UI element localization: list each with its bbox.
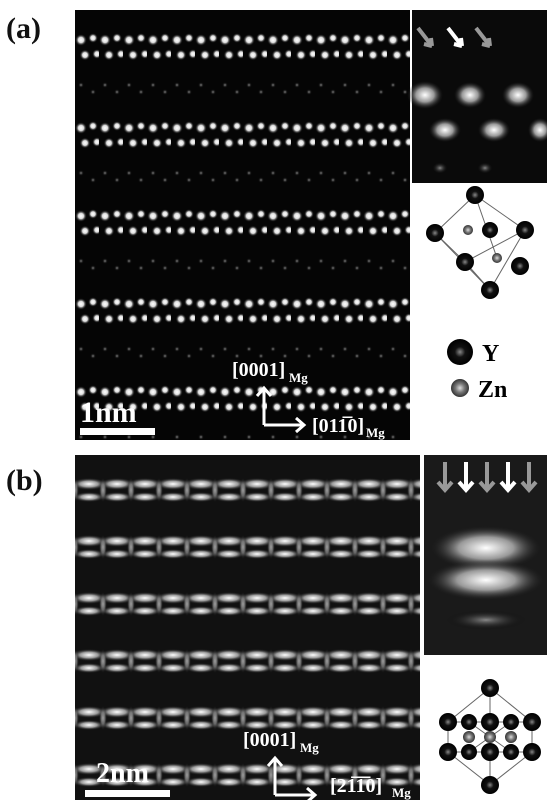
legend-label: Y <box>482 341 499 367</box>
scale-bar <box>85 790 170 797</box>
direction-sub: Mg <box>392 785 411 800</box>
crystal-diagram <box>439 679 541 794</box>
direction-sub: Mg <box>289 370 308 385</box>
scale-label: 1nm <box>80 396 137 429</box>
scale-bar <box>80 428 155 435</box>
scale-label: 2nm <box>96 758 149 789</box>
legend-marker <box>451 379 469 397</box>
crystal-diagram <box>426 186 534 299</box>
panel-label: (b) <box>6 464 43 497</box>
direction-label: [0001] <box>232 359 285 381</box>
legend-marker <box>447 339 473 365</box>
panel-label: (a) <box>6 12 41 45</box>
direction-sub: Mg <box>300 740 319 755</box>
direction-label: [011̅0] <box>312 415 364 437</box>
direction-label: [0001] <box>243 729 296 751</box>
direction-sub: Mg <box>366 425 385 440</box>
direction-label: [21̅1̅0] <box>330 775 382 797</box>
figure: (a) Y Zn 1nm [0001] Mg [011̅0] Mg (b) <box>0 0 547 802</box>
legend-label: Zn <box>478 377 507 403</box>
